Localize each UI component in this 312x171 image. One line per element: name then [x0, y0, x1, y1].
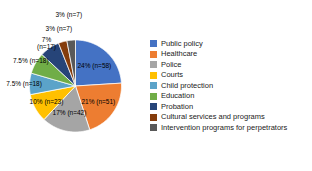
svg-text:7%(n=17): 7%(n=17)	[37, 36, 56, 51]
svg-text:3% (n=7): 3% (n=7)	[56, 11, 83, 19]
html-text:Police: Police	[161, 59, 182, 69]
html-text:Cultural services and programs: Cultural services and programs	[161, 112, 265, 122]
svg-text:7.5% (n=18): 7.5% (n=18)	[6, 80, 42, 88]
html-text:Child protection: Child protection	[161, 80, 214, 90]
html-text:Courts: Courts	[161, 70, 184, 80]
svg-text:21% (n=51): 21% (n=51)	[81, 98, 115, 106]
html-text:Healthcare: Healthcare	[161, 49, 198, 59]
html-text:Public policy: Public policy	[161, 38, 203, 48]
html-text:Probation: Probation	[161, 101, 194, 111]
html-text:Intervention programs for perp: Intervention programs for perpetrators	[161, 122, 288, 132]
html-text:Education: Education	[161, 91, 195, 101]
svg-text:17% (n=42): 17% (n=42)	[53, 109, 87, 117]
svg-text:10% (n=23): 10% (n=23)	[30, 98, 64, 106]
svg-text:3% (n=7): 3% (n=7)	[46, 25, 73, 33]
svg-text:7.5% (n=18): 7.5% (n=18)	[13, 57, 49, 65]
svg-text:24% (n=58): 24% (n=58)	[77, 62, 111, 70]
